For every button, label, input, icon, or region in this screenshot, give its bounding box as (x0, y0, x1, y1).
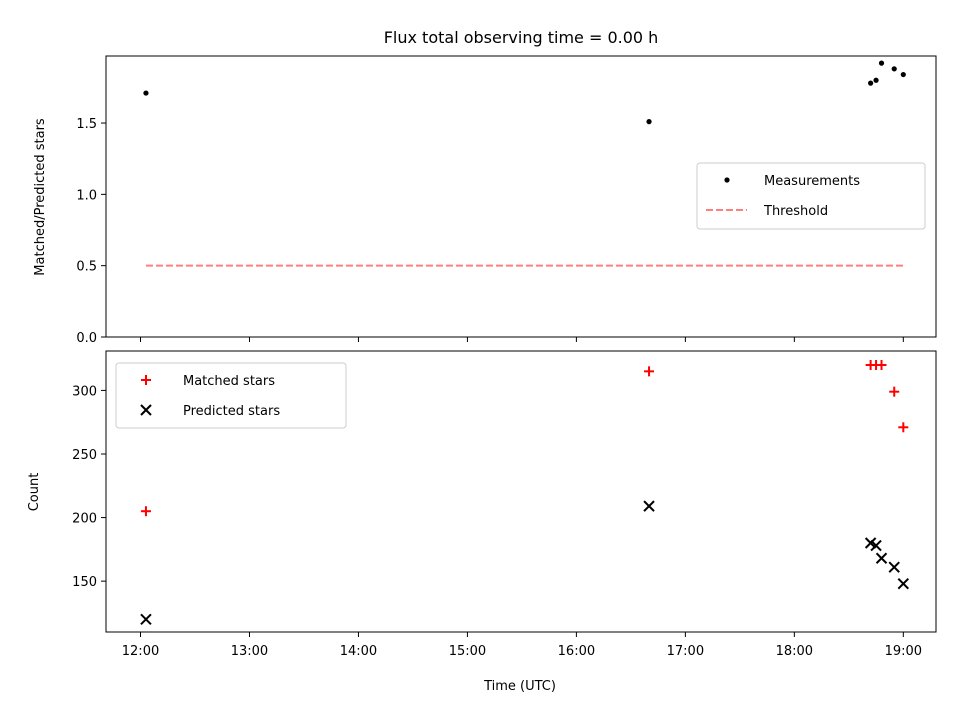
measurement-point (143, 90, 149, 96)
y-tick-label: 0.0 (76, 331, 97, 346)
y-tick-label: 250 (72, 448, 97, 463)
measurement-point (868, 80, 874, 86)
matched-stars-point (898, 422, 909, 433)
legend-marker (724, 177, 730, 183)
x-tick-label: 18:00 (776, 644, 813, 659)
measurement-point (900, 71, 906, 78)
x-tick-label: 12:00 (122, 644, 159, 659)
x-tick-label: 16:00 (558, 644, 595, 659)
x-tick-label: 15:00 (449, 644, 486, 659)
matched-stars-point (876, 359, 887, 370)
bottom-legend: Matched stars Predicted stars (115, 362, 347, 429)
legend-box (696, 162, 926, 230)
predicted-stars-point (870, 539, 882, 552)
y-tick-label: 1.5 (76, 117, 97, 132)
legend-label: Predicted stars (183, 404, 280, 419)
y-tick-label: 200 (72, 512, 97, 527)
legend-label: Measurements (764, 174, 860, 189)
top-legend: Measurements Threshold (696, 162, 926, 230)
legend-label: Matched stars (183, 374, 275, 389)
chart-title: Flux total observing time = 0.00 h (384, 28, 659, 47)
axes-frame (105, 350, 937, 633)
measurement-point (878, 60, 885, 66)
legend-marker (140, 404, 152, 416)
axes-frame (105, 55, 937, 338)
legend-box (115, 362, 347, 429)
matched-stars-point (889, 386, 900, 397)
predicted-stars-point (875, 552, 888, 564)
legend-label: Threshold (763, 204, 828, 219)
measurement-point (891, 66, 897, 72)
x-tick-label: 14:00 (340, 644, 377, 659)
x-tick-label: 17:00 (667, 644, 704, 659)
x-tick-label: 13:00 (231, 644, 268, 659)
bottom-panel: Count Time (UTC) 12:00 13:00 14:00 15:00 16:… (27, 350, 937, 694)
matched-stars-point (644, 366, 655, 377)
bottom-y-axis-label: Count (27, 473, 42, 512)
predicted-stars-point (140, 613, 152, 625)
legend-marker (141, 375, 151, 385)
y-tick-label: 150 (72, 575, 97, 590)
predicted-stars-point (897, 577, 910, 590)
y-tick-label: 1.0 (76, 188, 97, 203)
predicted-stars-point (888, 561, 900, 573)
top-panel: Flux total observing time = 0.00 h Match… (33, 28, 937, 346)
y-tick-label: 0.5 (76, 260, 97, 275)
top-plot-area: 0.0 0.5 1.0 1.5 Measurements Threshold (76, 55, 937, 346)
y-tick-label: 300 (72, 384, 97, 399)
matched-stars-point (140, 506, 151, 517)
x-tick-label: 19:00 (885, 644, 922, 659)
predicted-stars-point (643, 500, 655, 512)
top-y-axis-label: Matched/Predicted stars (33, 118, 48, 276)
x-axis-label: Time (UTC) (483, 679, 556, 694)
measurement-point (646, 119, 652, 125)
measurement-point (873, 77, 879, 83)
bottom-plot-area: 12:00 13:00 14:00 15:00 16:00 17:00 18:00 19:00… (72, 350, 937, 659)
